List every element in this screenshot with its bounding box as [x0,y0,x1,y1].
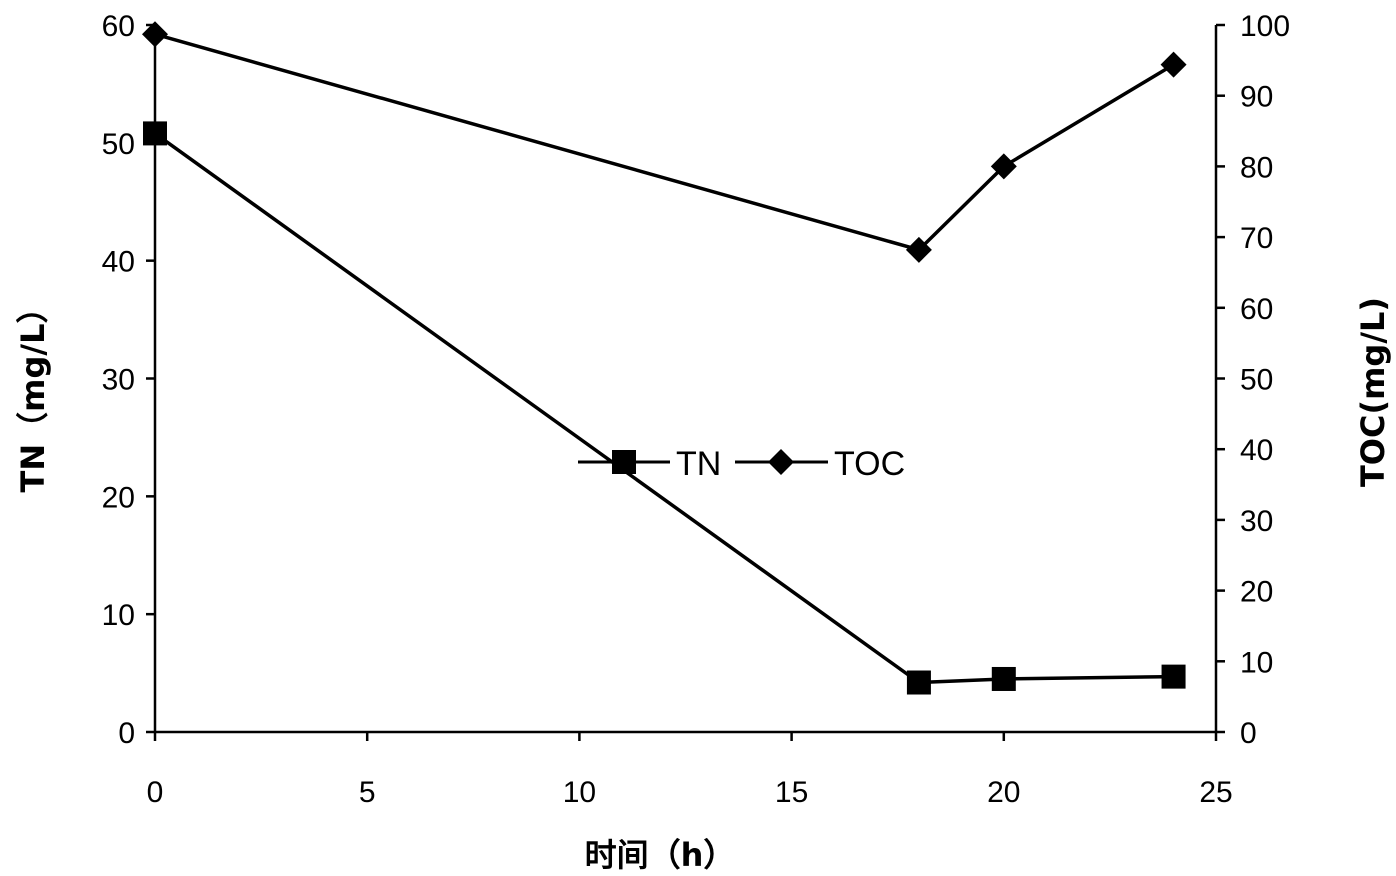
toc-point [1160,51,1187,78]
right-y-tick-label: 50 [1240,364,1273,397]
right-y-tick-label: 100 [1240,10,1290,43]
left-y-tick-label: 60 [102,10,135,43]
right-y-tick-label: 70 [1240,222,1273,255]
tn-point [906,670,931,695]
left-y-axis-title: TN（mg/L） [14,292,52,493]
tn-point [143,121,167,146]
right-y-ticks: 0 10 20 30 40 50 60 70 80 90 100 [1216,10,1290,750]
x-tick-label: 25 [1199,776,1232,809]
toc-point [142,21,168,48]
right-y-tick-label: 0 [1240,717,1257,750]
x-tick-label: 15 [775,776,808,809]
toc-series-line [154,32,1175,252]
right-y-tick-label: 40 [1240,434,1273,467]
legend-tn-label: TN [676,445,721,483]
left-y-tick-label: 20 [102,481,135,514]
x-axis-title: 时间（h） [585,836,736,874]
left-y-tick-label: 0 [118,717,135,750]
legend-toc-marker [768,449,794,475]
left-y-tick-label: 30 [102,364,135,397]
right-y-axis-title: TOC(mg/L) [1354,297,1392,487]
right-y-tick-label: 60 [1240,293,1273,326]
tn-series-line [153,131,1174,685]
legend: TN TOC [578,445,905,483]
right-y-tick-label: 20 [1240,576,1273,609]
x-ticks: 0 5 10 15 20 25 [147,732,1233,809]
x-tick-label: 20 [987,776,1020,809]
x-tick-label: 10 [563,776,596,809]
toc-point [990,153,1017,180]
legend-tn-marker [612,450,636,474]
right-y-tick-label: 30 [1240,505,1273,538]
series-layer [142,21,1187,695]
right-y-tick-label: 90 [1240,81,1273,114]
left-y-ticks: 0 10 20 30 40 50 60 [102,10,155,750]
toc-point [905,236,932,263]
left-y-tick-label: 50 [102,128,135,161]
x-tick-label: 0 [147,776,164,809]
legend-toc-label: TOC [834,445,905,483]
left-y-tick-label: 40 [102,246,135,279]
x-tick-label: 5 [359,776,376,809]
left-y-tick-label: 10 [102,599,135,632]
right-y-tick-label: 80 [1240,151,1273,184]
right-y-tick-label: 10 [1240,646,1273,679]
tn-point [1161,664,1186,689]
tn-point [991,666,1016,691]
plot-area [153,25,1218,734]
